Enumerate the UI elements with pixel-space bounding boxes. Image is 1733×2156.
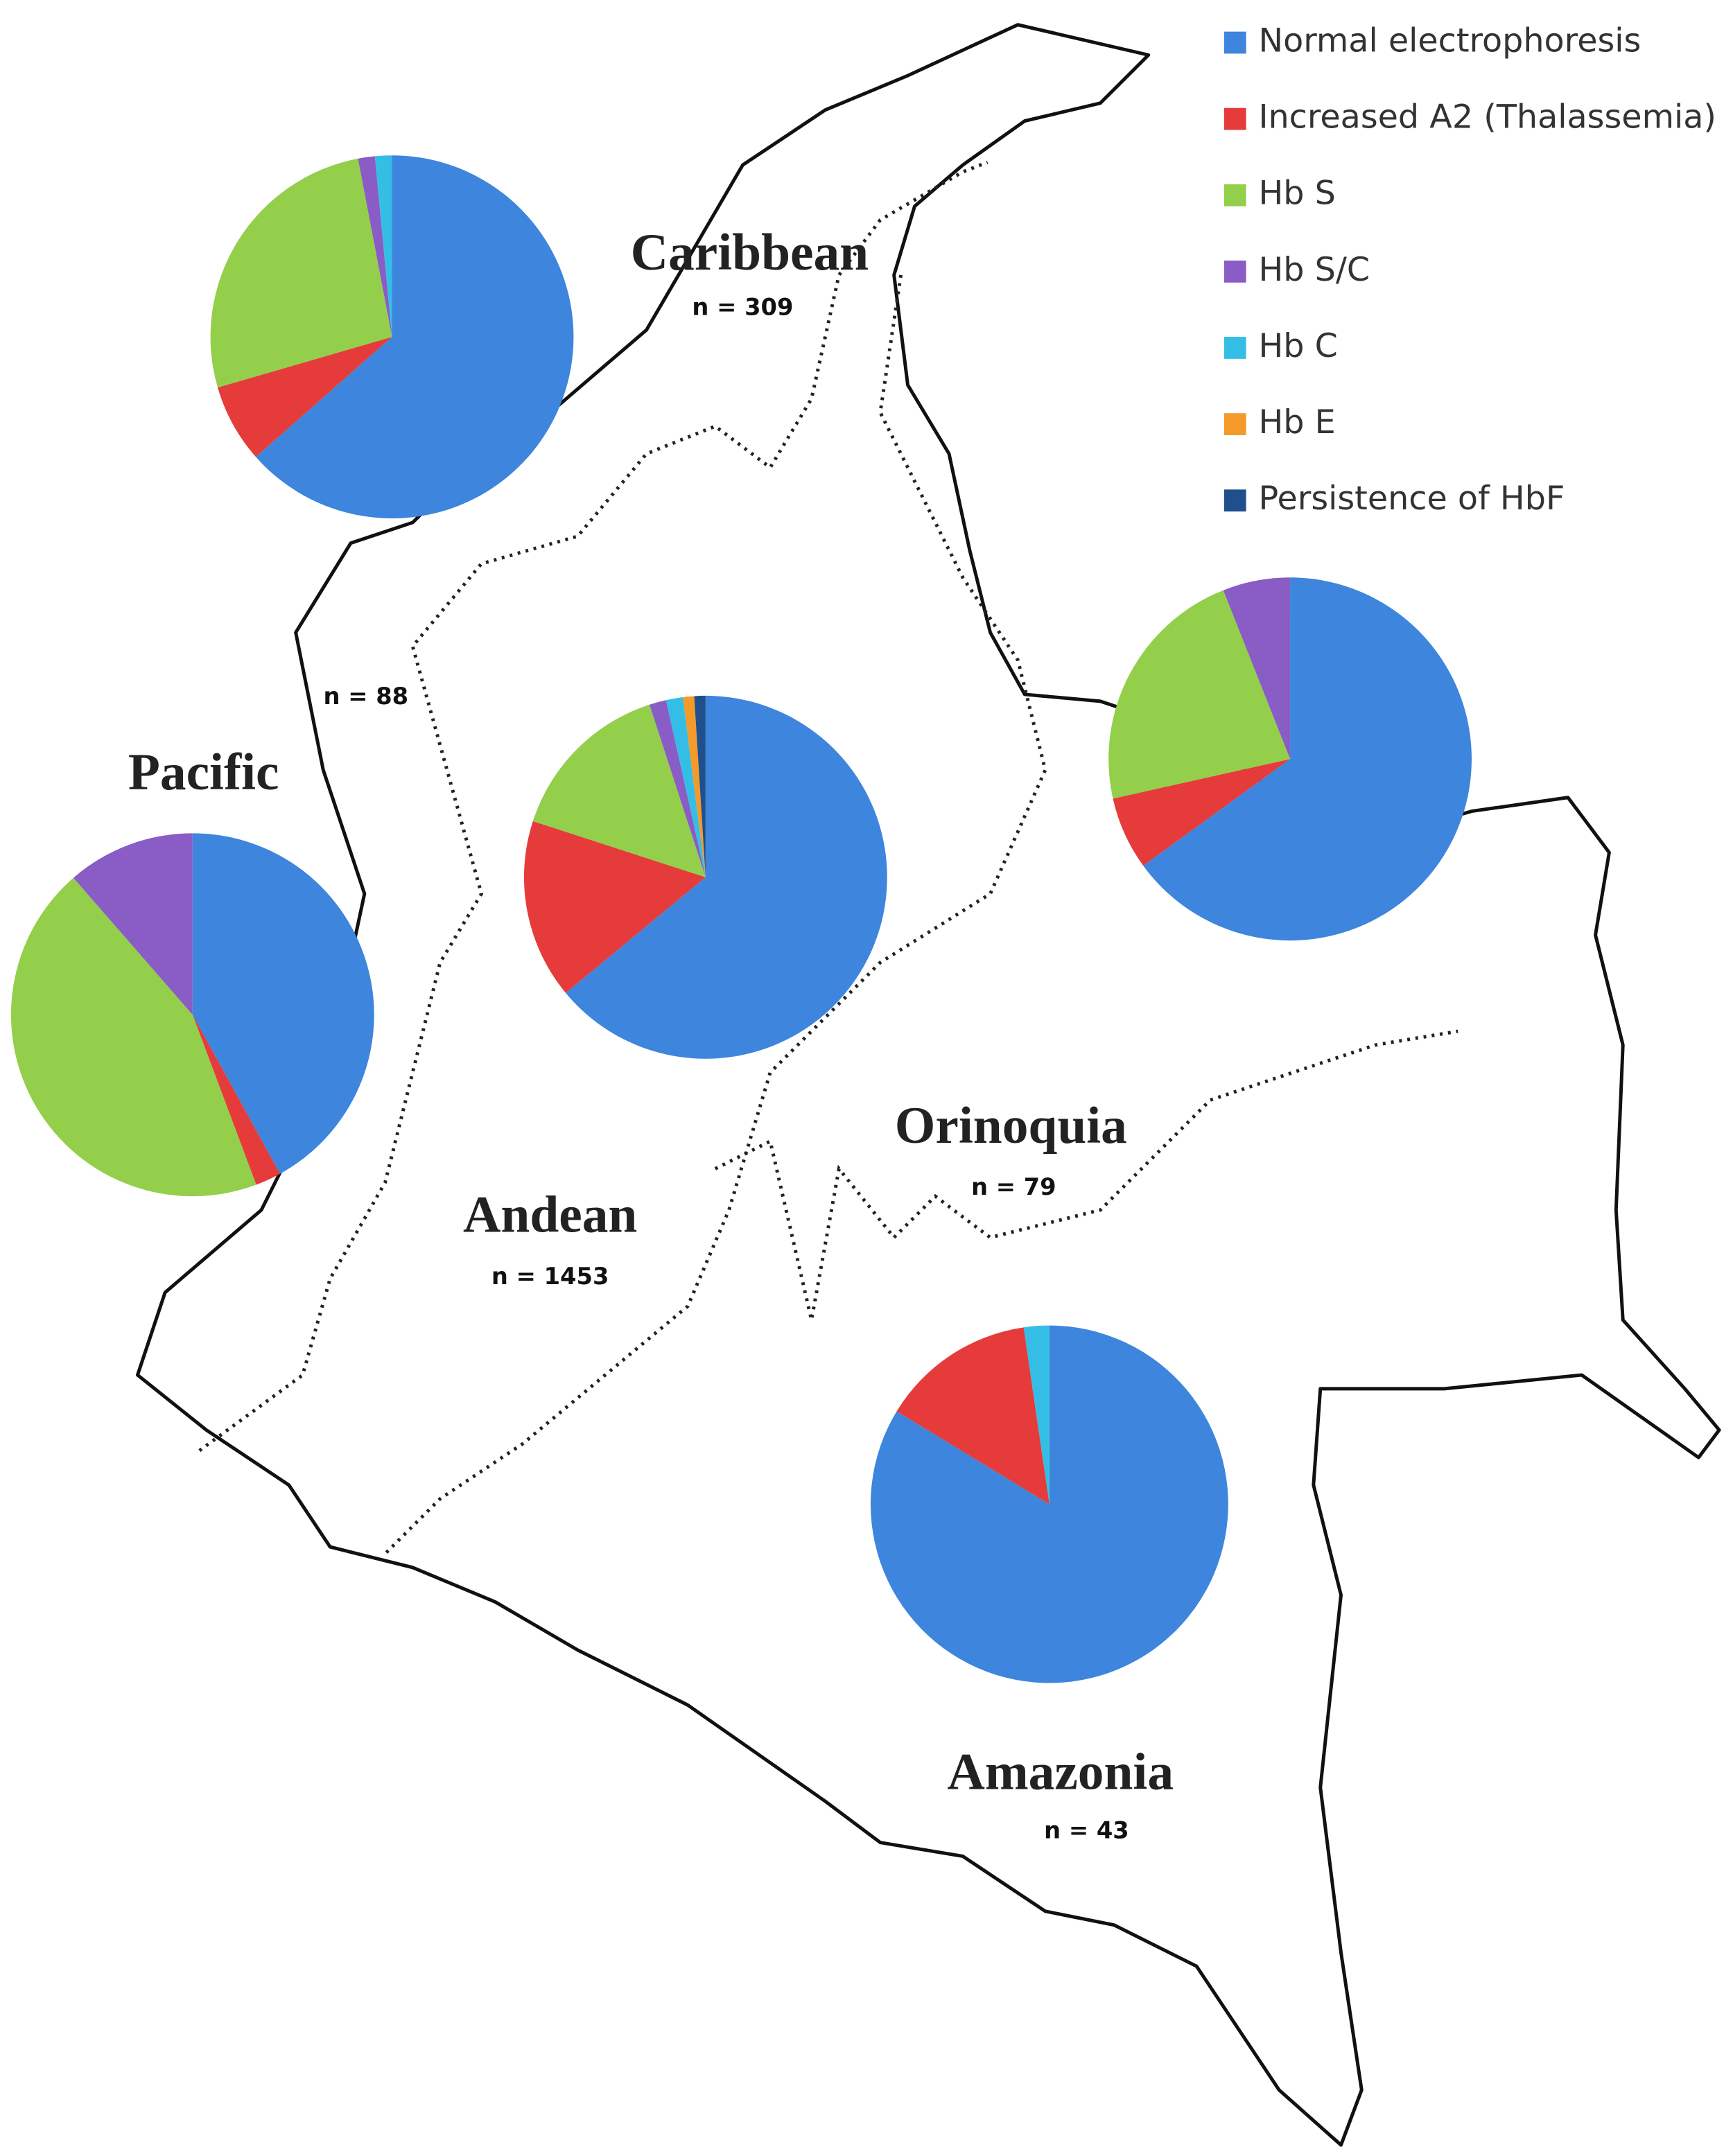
pie-slice [870, 1325, 1228, 1683]
pie-slice [649, 700, 706, 877]
pie-slice [210, 158, 392, 388]
legend-label: Persistence of HbF [1258, 480, 1565, 518]
sample-size: n = 1453 [491, 1263, 609, 1290]
legend-label: Hb S [1258, 175, 1335, 213]
legend-label: Normal electrophoresis [1258, 22, 1641, 60]
legend-swatch [1223, 31, 1246, 54]
legend-swatch [1223, 107, 1246, 130]
region-name: Pacific [128, 744, 279, 801]
pie-chart: Orinoquia n = 79 [895, 577, 1472, 1200]
pie-slice [192, 833, 374, 1174]
pie-slice [218, 337, 392, 457]
legend-swatch [1223, 489, 1246, 512]
sample-size: n = 88 [323, 683, 408, 710]
pie-slice [523, 821, 706, 993]
pie-slice [73, 833, 193, 1015]
pie-chart: Caribbean n = 309 [210, 155, 869, 518]
pie-chart: Pacific n = 88 [10, 683, 408, 1197]
pie-slice [1113, 759, 1291, 866]
legend-label: Hb C [1258, 327, 1337, 365]
region-boundaries [198, 160, 1458, 1555]
region-name: Orinoquia [895, 1097, 1127, 1155]
pie-slice [566, 695, 887, 1059]
sample-size: n = 43 [1044, 1817, 1129, 1844]
legend-swatch [1223, 260, 1246, 283]
pie-slice [192, 1015, 280, 1185]
legend-swatch [1223, 413, 1246, 435]
legend-label: Hb E [1258, 403, 1335, 441]
sample-size: n = 309 [692, 293, 793, 320]
legend-swatch [1223, 337, 1246, 359]
pie-slice [358, 156, 392, 338]
country-outline [135, 23, 1721, 2147]
pie-slice [532, 704, 706, 877]
pie-slice [665, 696, 706, 877]
pie-slice [1223, 577, 1291, 760]
pie-slice [256, 155, 574, 518]
pie-slice [1143, 577, 1472, 941]
sample-size: n = 79 [971, 1173, 1056, 1200]
legend: Normal electrophoresis Increased A2 (Thal… [1223, 22, 1716, 518]
region-name: Caribbean [631, 224, 869, 281]
boundary [714, 1029, 1458, 1321]
legend-label: Hb S/C [1258, 251, 1370, 289]
pie-slice [374, 155, 392, 338]
pie-slice [694, 695, 706, 877]
pie-chart: Andean n = 1453 [463, 695, 887, 1290]
pie-chart: Amazonia n = 43 [870, 1325, 1228, 1844]
region-name: Andean [463, 1186, 637, 1244]
boundary [383, 274, 1047, 1555]
legend-swatch [1223, 184, 1246, 207]
region-name: Amazonia [947, 1743, 1174, 1800]
pies: Caribbean n = 309 Pacific n = 88 Andean n = 1… [10, 155, 1472, 1844]
pie-slice [896, 1327, 1050, 1505]
legend-label: Increased A2 (Thalassemia) [1258, 98, 1716, 137]
pie-slice [683, 696, 706, 877]
pie-slice [10, 877, 256, 1197]
pie-slice [1108, 590, 1291, 799]
pie-slice [1023, 1325, 1050, 1505]
